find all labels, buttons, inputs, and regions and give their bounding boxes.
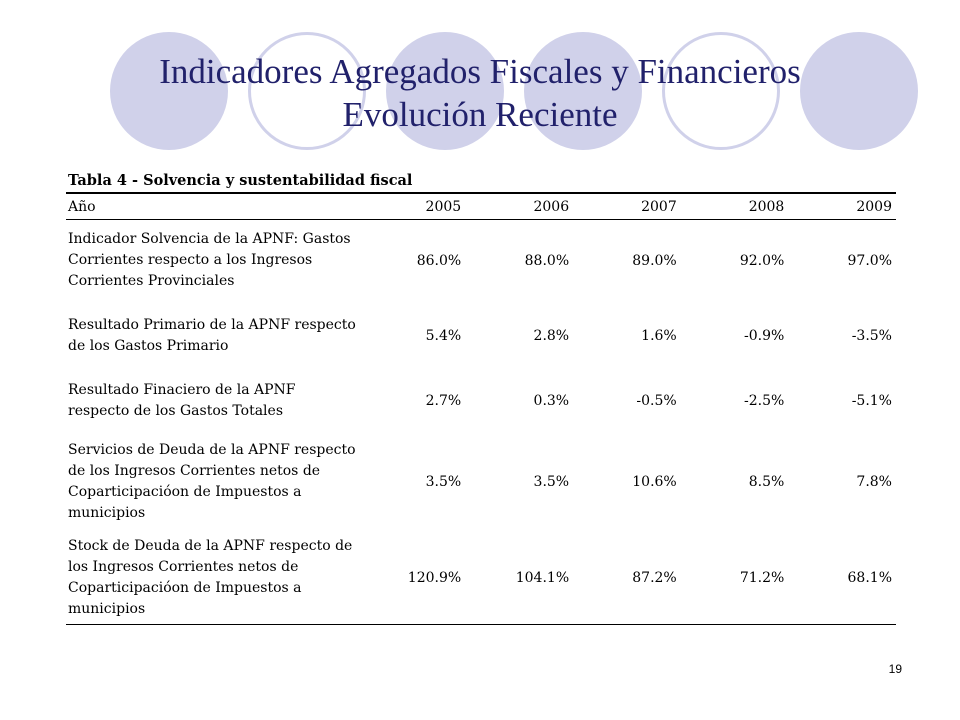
slide-title-line1: Indicadores Agregados Fiscales y Financi… [159,52,801,91]
row-label: Indicador Solvencia de la APNF: Gastos C… [68,231,351,290]
table-row: Resultado Primario de la APNF respecto d… [66,302,896,370]
data-table: Año 2005 2006 2007 2008 2009 Indicador S… [66,194,896,625]
decor-circle-4 [524,32,642,150]
header-year: 2005 [357,194,466,220]
row-value: 86.0% [416,252,462,269]
row-label: Resultado Primario de la APNF respecto d… [68,316,356,354]
row-value: -0.9% [744,327,785,344]
row-value: 104.1% [465,531,574,625]
slide-title-line2: Evolución Reciente [342,95,618,134]
row-value: -0.5% [636,392,677,409]
row-value: 88.0% [524,252,570,269]
table-row: Servicios de Deuda de la APNF respecto d… [66,432,896,532]
row-value: 92.0% [739,252,785,269]
header-year: 2009 [788,194,896,220]
slide-title: Indicadores Agregados Fiscales y Financi… [0,50,960,136]
row-value: -5.1% [851,392,892,409]
table-caption: Tabla 4 - Solvencia y sustentabilidad fi… [66,170,896,194]
row-value: 97.0% [847,252,892,269]
row-value: 3.5% [533,473,570,490]
decor-circle-5 [662,32,780,150]
decorative-circles [0,0,960,160]
row-value: 5.4% [425,327,462,344]
decor-circle-2 [248,32,366,150]
row-value: -2.5% [744,392,785,409]
row-value: 87.2% [573,531,681,625]
row-value: 89.0% [632,252,677,269]
row-value: 8.5% [748,473,785,490]
table-header-row: Año 2005 2006 2007 2008 2009 [66,194,896,220]
row-value: 10.6% [632,473,677,490]
row-value: 2.7% [425,392,462,409]
table-row: Stock de Deuda de la APNF respecto de lo… [66,531,896,625]
row-value: 1.6% [641,327,677,344]
table-row: Resultado Finaciero de la APNF respecto … [66,370,896,432]
row-value: 68.1% [788,531,896,625]
solvency-table: Tabla 4 - Solvencia y sustentabilidad fi… [66,170,896,625]
row-label: Resultado Finaciero de la APNF respecto … [68,381,296,419]
row-value: 0.3% [533,392,570,409]
decor-circle-3 [386,32,504,150]
row-label: Stock de Deuda de la APNF respecto de lo… [66,531,358,625]
table-row: Indicador Solvencia de la APNF: Gastos C… [66,220,896,302]
header-year: 2008 [680,194,789,220]
row-value: 7.8% [856,473,892,490]
row-label: Servicios de Deuda de la APNF respecto d… [68,441,356,521]
header-year: 2006 [465,194,574,220]
row-value: 71.2% [680,531,789,625]
row-value: 2.8% [533,327,570,344]
header-label: Año [66,194,358,220]
row-value: -3.5% [851,327,892,344]
row-value: 3.5% [425,473,462,490]
page-number: 19 [888,662,902,676]
header-year: 2007 [573,194,681,220]
decor-circle-1 [110,32,228,150]
row-value: 120.9% [357,531,466,625]
decor-circle-6 [800,32,918,150]
